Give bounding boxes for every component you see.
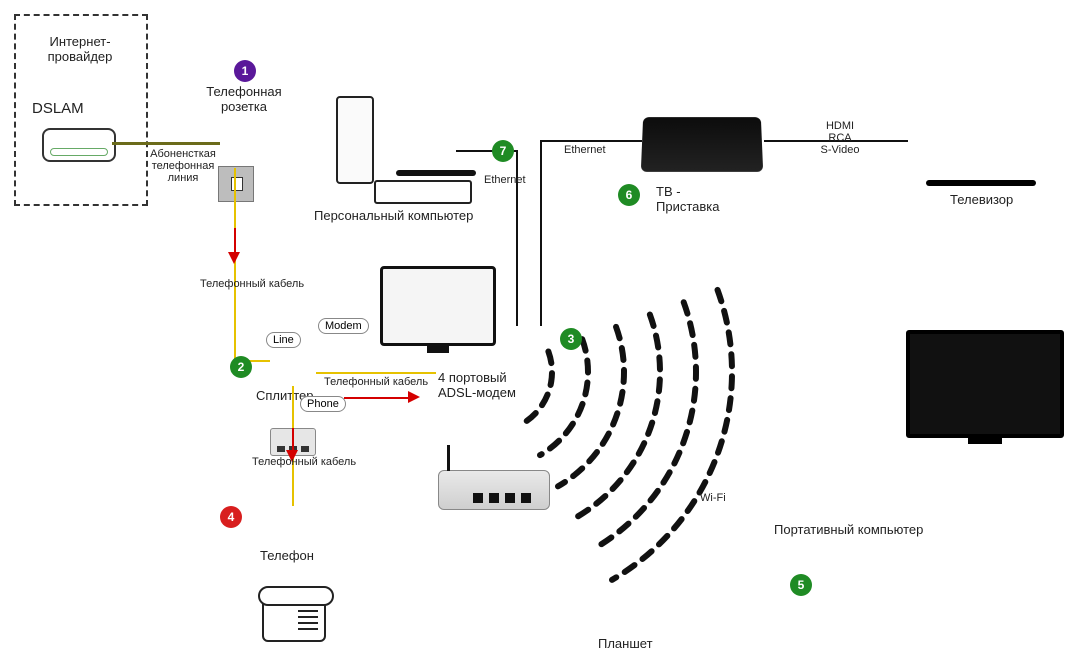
badge-2: 2 bbox=[230, 356, 252, 378]
laptop-label: Портативный компьютер bbox=[774, 522, 923, 537]
tablet-label: Планшет bbox=[598, 636, 653, 650]
diagram-root: { "type": "network-diagram", "canvas": {… bbox=[0, 0, 1070, 650]
badge-3: 3 bbox=[560, 328, 582, 350]
wifi-label: Wi-Fi bbox=[700, 492, 726, 504]
wifi-arcs bbox=[0, 0, 1070, 650]
badge-7: 7 bbox=[492, 140, 514, 162]
badge-4: 4 bbox=[220, 506, 242, 528]
badge-6: 6 bbox=[618, 184, 640, 206]
badge-1: 1 bbox=[234, 60, 256, 82]
badge-5: 5 bbox=[790, 574, 812, 596]
